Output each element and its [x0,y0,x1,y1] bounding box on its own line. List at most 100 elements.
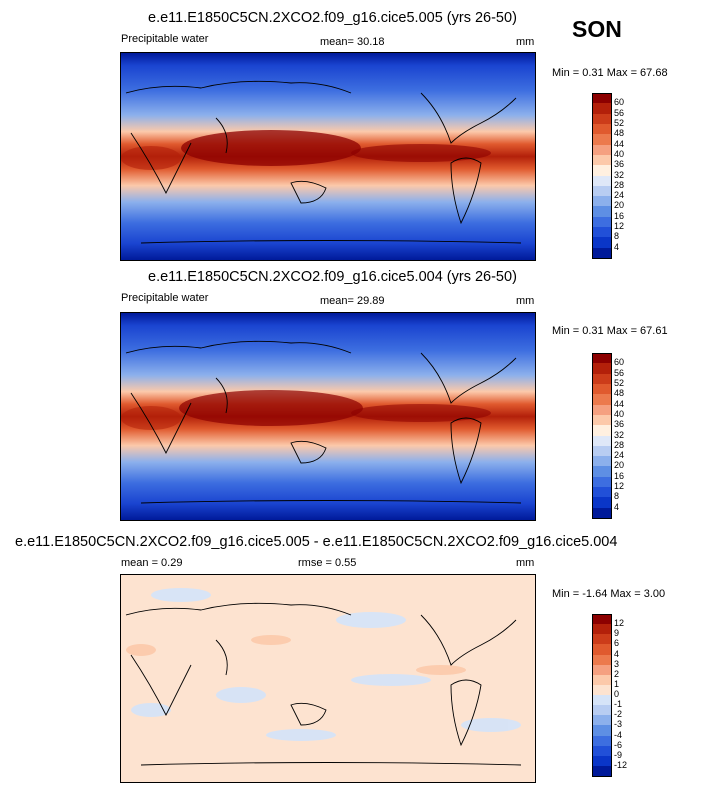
panel-2-units-label: mm [516,295,535,307]
panel-1-warm-pool [181,130,361,166]
panel-1-field-svg [121,53,535,260]
colorbar-swatch [592,725,612,736]
colorbar-swatch [592,414,612,426]
colorbar-swatch [592,755,612,766]
panel-3-minmax: Min = -1.64 Max = 3.00 [552,588,666,600]
colorbar-swatch [592,476,612,488]
colorbar-swatch [592,466,612,477]
colorbar-swatch [592,674,612,685]
colorbar-tick-label: 16 [614,470,625,481]
colorbar-swatch [592,113,612,124]
colorbar-swatch [592,363,612,374]
colorbar-swatch [592,715,612,726]
season-label: SON [572,16,622,42]
colorbar-swatch [592,404,612,415]
colorbar-swatch [592,614,612,626]
colorbar-tick-label: 52 [614,117,625,128]
colorbar-tick-label: 6 [614,638,620,649]
panel-1-minmax: Min = 0.31 Max = 67.68 [552,67,668,79]
panel-3-negative-patches [131,588,521,741]
colorbar-swatch [592,373,612,384]
panel-1-colorbar: 60 56 52 48 44 40 36 32 28 24 20 16 12 8 4 [592,93,624,259]
panel-3-map [120,574,536,783]
colorbar-tick-label: 12 [614,221,625,232]
colorbar-swatch [592,765,612,777]
colorbar-swatch [592,394,612,405]
colorbar-tick-label: 60 [614,357,625,368]
colorbar-tick-label: 44 [614,398,625,409]
panel-1-coastlines [125,80,522,244]
colorbar-tick-label: 32 [614,169,625,180]
colorbar-swatch [592,664,612,675]
colorbar-swatch [592,745,612,756]
panel-1-africa-band [121,146,181,170]
panel-1-itcz [351,144,491,162]
panel-3-positive-patches [126,635,466,675]
colorbar-tick-label: 36 [614,159,625,170]
colorbar-swatch [592,507,612,519]
colorbar-tick-label: 28 [614,179,625,190]
colorbar-tick-label: 4 [614,241,620,252]
colorbar-tick-label: -4 [614,729,623,740]
panel-3-field-svg [121,575,535,782]
colorbar-tick-label: -3 [614,719,623,730]
colorbar-tick-label: 8 [614,231,620,242]
colorbar-tick-label: 52 [614,377,625,388]
colorbar-tick-label: 44 [614,138,625,149]
colorbar-tick-label: 4 [614,501,620,512]
colorbar-swatch [592,435,612,446]
panel-2-variable-label: Precipitable water [121,292,209,304]
panel-2-title: e.e11.E1850C5CN.2XCO2.f09_g16.cice5.004 … [148,269,517,285]
panel-2-mean-label: mean= 29.89 [320,295,385,307]
colorbar-swatch [592,216,612,228]
colorbar-tick-label: 8 [614,491,620,502]
colorbar-tick-label: 36 [614,419,625,430]
colorbar-tick-label: 9 [614,628,620,639]
colorbar-swatch [592,144,612,155]
colorbar-tick-label: -12 [614,759,628,770]
panel-3-colorbar: 12 9 6 4 3 2 1 0 -1 -2 -3 -4 -6 -9 -12 [592,614,627,777]
colorbar-tick-label: 20 [614,200,625,211]
colorbar-swatch [592,123,612,135]
panel-3-title: e.e11.E1850C5CN.2XCO2.f09_g16.cice5.005 … [15,534,618,550]
colorbar-tick-label: 56 [614,367,625,378]
colorbar-swatch [592,353,612,365]
colorbar-tick-label: 40 [614,408,625,419]
colorbar-swatch [592,735,612,746]
panel-2-warm-pool [179,390,363,426]
panel-3-mean-label: mean = 0.29 [121,557,183,569]
colorbar-swatch [592,456,612,467]
panel-2-itcz [351,404,491,422]
panel-2-map [120,312,536,521]
panel-2-coastlines [125,340,522,504]
colorbar-swatch [592,383,612,395]
colorbar-swatch [592,185,612,197]
colorbar-tick-label: 20 [614,460,625,471]
colorbar-tick-label: -1 [614,699,623,710]
colorbar-tick-label: 3 [614,658,620,669]
colorbar-swatch [592,196,612,207]
colorbar-tick-label: 24 [614,450,625,461]
panel-1-title: e.e11.E1850C5CN.2XCO2.f09_g16.cice5.005 … [148,10,517,26]
colorbar-swatch [592,206,612,217]
panel-1-map [120,52,536,261]
colorbar-swatch [592,134,612,145]
colorbar-swatch [592,705,612,716]
colorbar-tick-label: 32 [614,429,625,440]
colorbar-tick-label: 0 [614,689,620,699]
panel-2-field-svg [121,313,535,520]
panel-3-coastlines [125,602,522,766]
colorbar-tick-label: 16 [614,210,625,221]
panel-2-minmax: Min = 0.31 Max = 67.61 [552,325,668,337]
panel-1-mean-label: mean= 30.18 [320,36,385,48]
colorbar-tick-label: 12 [614,481,625,492]
colorbar-tick-label: -2 [614,709,623,720]
colorbar-tick-label: 60 [614,97,625,108]
colorbar-swatch [592,154,612,166]
colorbar-tick-label: 56 [614,107,625,118]
colorbar-swatch [592,445,612,457]
colorbar-tick-label: 48 [614,128,625,139]
panel-2-colorbar: 60 56 52 48 44 40 36 32 28 24 20 16 12 8 4 [592,353,624,519]
colorbar-swatch [592,237,612,248]
colorbar-swatch [592,695,612,706]
